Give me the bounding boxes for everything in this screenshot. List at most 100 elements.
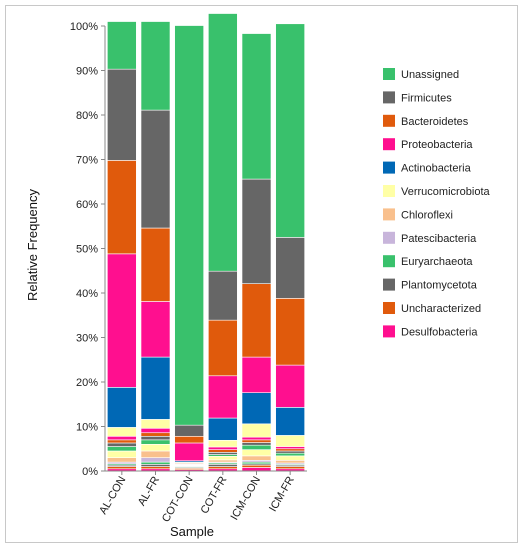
bar-icm-con [241,33,272,472]
y-axis: 0% 10% 20% 30% 40% 50% 60% 70% 80% 90% 100% [70,21,106,478]
bar-segment-chloroflexi [241,455,272,461]
y-tick-label: 70% [76,155,98,167]
bar-segment-verrucomicrobiota [241,423,272,438]
legend-swatch [383,325,395,338]
bar-cot-fr [208,13,238,472]
legend: Unassigned Firmicutes Bacteroidetes Proteob… [383,68,491,338]
bar-al-fr [140,21,171,472]
bar-segment-actinobacteria [241,392,272,425]
bar-segment-verrucomicrobiota [107,427,137,437]
bar-segment-plantomycetota [140,464,171,467]
y-tick-label: 50% [76,244,98,256]
legend-label: Patescibacteria [401,233,477,245]
legend-swatch [383,68,395,80]
bar-segment-uncharacterized [140,466,171,470]
legend-label: Plantomycetota [401,280,478,292]
bar-segment-firmicutes [275,237,305,299]
bar-segment-unassigned [140,21,171,111]
x-tick-label: COT-CON [160,474,196,524]
bar-segment-plantomycetota [107,442,137,447]
bar-segment-plantomycetota [241,442,272,446]
bar-segment-plantomycetota [275,450,305,454]
bar-segment-proteobacteria [241,356,272,393]
legend-swatch [383,255,395,268]
bar-segment-euryarchaeota [107,446,137,452]
bar-segment-verrucomicrobiota [241,449,272,457]
legend-swatch [383,91,395,104]
legend-label: Desulfobacteria [401,326,478,338]
bar-segment-proteobacteria [174,442,204,462]
y-tick-label: 80% [76,110,98,122]
bar-segment-uncharacterized [275,466,305,470]
bar-segment-actinobacteria [107,387,137,428]
bar-segment-euryarchaeota [275,452,305,457]
bar-segment-firmicutes [107,68,137,161]
bar-segment-bacteroidetes [275,298,305,366]
bar-segment-chloroflexi [208,459,238,463]
bar-segment-verrucomicrobiota [140,419,171,429]
bar-al-con [107,21,137,472]
legend-swatch [383,185,395,197]
legend-label: Bacteroidetes [401,116,469,128]
bar-segment-actinobacteria [140,356,171,420]
bar-segment-unassigned [174,25,204,426]
bar-segment-verrucomicrobiota [107,450,137,458]
bar-segment-uncharacterized [107,466,137,470]
bar-segment-verrucomicrobiota [208,439,238,448]
bar-segment-verrucomicrobiota [275,435,305,447]
bar-segment-proteobacteria [140,301,171,358]
bar-segment-desulfobacteria [140,427,171,434]
legend-label: Euryarchaeota [401,256,473,268]
legend-label: Uncharacterized [401,303,481,315]
bar-segment-desulfobacteria [241,467,272,472]
bar-segment-bacteroidetes [174,435,204,444]
legend-swatch [383,114,395,127]
bar-segment-uncharacterized [140,432,171,437]
bar-segment-unassigned [208,13,238,272]
bar-segment-uncharacterized [208,466,238,470]
bar-segment-firmicutes [241,178,272,284]
x-tick-label: ICM-FR [267,474,297,513]
bar-segment-uncharacterized [241,439,272,443]
legend-swatch [383,138,395,151]
x-axis-title: Sample [170,524,214,539]
bars [107,13,305,472]
bar-segment-proteobacteria [275,364,305,408]
bar-segment-bacteroidetes [107,160,137,255]
bar-segment-unassigned [275,23,305,238]
legend-swatch [383,161,395,174]
bar-segment-desulfobacteria [275,446,305,450]
legend-swatch [383,302,395,314]
bar-segment-euryarchaeota [140,461,171,465]
legend-label: Actinobacteria [401,163,472,175]
bar-segment-bacteroidetes [208,319,238,377]
legend-label: Chloroflexi [401,209,453,221]
y-tick-label: 60% [76,199,98,211]
y-tick-label: 0% [82,466,98,478]
x-tick-label: AL-CON [97,474,128,516]
bar-segment-unassigned [241,33,272,180]
bar-segment-desulfobacteria [107,435,137,441]
bar-segment-plantomycetota [140,435,171,441]
bar-segment-uncharacterized [275,448,305,452]
y-tick-label: 40% [76,288,98,300]
y-tick-label: 30% [76,333,98,345]
legend-swatch [383,278,395,291]
x-tick-label: AL-FR [136,474,162,508]
bar-segment-unassigned [107,21,137,70]
bar-segment-verrucomicrobiota [208,456,238,461]
bar-segment-desulfobacteria [241,436,272,441]
bar-segment-uncharacterized [241,464,272,468]
bar-segment-plantomycetota [208,464,238,467]
y-tick-label: 10% [76,422,98,434]
bar-segment-proteobacteria [107,253,137,388]
legend-label: Unassigned [401,69,459,81]
bar-segment-proteobacteria [208,375,238,419]
legend-label: Verrucomicrobiota [401,186,491,198]
bar-segment-chloroflexi [107,457,137,463]
bar-icm-fr [275,23,305,472]
bar-segment-euryarchaeota [241,444,272,450]
bar-segment-patescibacteria [140,457,171,463]
bar-segment-chloroflexi [275,460,305,464]
y-axis-title: Relative Frequency [25,189,40,301]
